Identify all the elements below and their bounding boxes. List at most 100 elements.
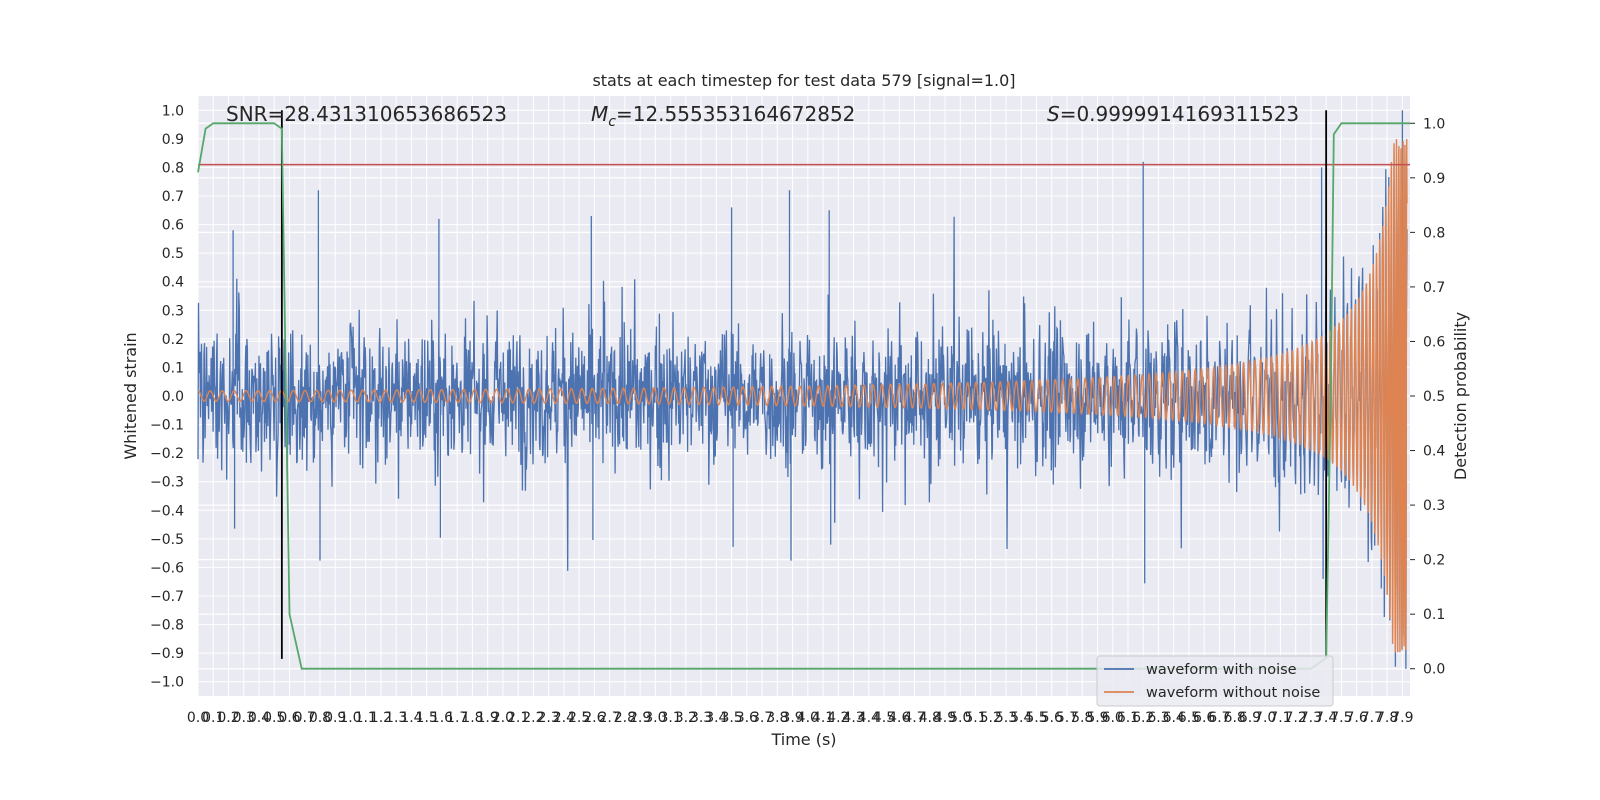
chirp-mass-value: =12.555353164672852	[616, 102, 855, 126]
x-tick-label: 1.8	[461, 710, 483, 726]
x-tick-label: 7.5	[1330, 710, 1352, 726]
x-tick-label: 6.1	[1117, 710, 1139, 726]
x-tick-label: 3.1	[659, 710, 681, 726]
y-left-tick-label: 0.6	[162, 218, 184, 234]
score-symbol: S	[1047, 102, 1060, 126]
x-tick-label: 0.1	[202, 710, 224, 726]
x-tick-label: 3.8	[766, 710, 788, 726]
x-tick-label: 1.1	[355, 710, 377, 726]
x-tick-label: 5.4	[1010, 710, 1032, 726]
legend-box	[1096, 655, 1334, 707]
x-tick-label: 0.3	[233, 710, 255, 726]
x-tick-label: 4.4	[858, 710, 880, 726]
y-right-tick-label: 0.8	[1423, 225, 1445, 241]
legend-label-clean: waveform without noise	[1146, 685, 1320, 701]
x-tick-label: 2.9	[629, 710, 651, 726]
x-tick-label: 3.9	[781, 710, 803, 726]
x-axis-label: Time (s)	[770, 730, 836, 749]
x-tick-label: 7.8	[1376, 710, 1398, 726]
clean-waveform-line	[198, 138, 1408, 653]
y-left-tick-label: −0.5	[150, 532, 184, 548]
y-right-tick-label: 0.4	[1423, 444, 1445, 460]
x-tick-label: 0.9	[324, 710, 346, 726]
x-tick-label: 7.1	[1269, 710, 1291, 726]
x-tick-label: 6.8	[1224, 710, 1246, 726]
x-tick-label: 6.0	[1102, 710, 1124, 726]
x-tick-label: 3.2	[675, 710, 697, 726]
x-tick-label: 1.3	[385, 710, 407, 726]
x-tick-label: 4.9	[934, 710, 956, 726]
x-tick-label: 2.3	[538, 710, 560, 726]
y-left-tick-label: 0.9	[162, 132, 184, 148]
y-left-tick-label: 0.5	[162, 246, 184, 262]
x-tick-label: 3.6	[736, 710, 758, 726]
y-left-tick-label: −0.1	[150, 418, 184, 434]
x-tick-label: 7.6	[1346, 710, 1368, 726]
y-right-tick-label: 0.7	[1423, 280, 1445, 296]
x-tick-label: 5.6	[1041, 710, 1063, 726]
series-waveform-without-noise	[198, 138, 1408, 653]
series-waveform-with-noise	[197, 110, 1408, 669]
y-left-tick-label: 0.1	[162, 360, 184, 376]
reference-lines	[198, 110, 1410, 659]
y-axis-label-left: Whitened strain	[121, 332, 140, 459]
x-tick-label: 5.9	[1086, 710, 1108, 726]
x-tick-label: 1.7	[446, 710, 468, 726]
y-axis-label-right: Detection probability	[1451, 312, 1470, 480]
x-tick-label: 0.8	[309, 710, 331, 726]
y-right-tick-label: 0.6	[1423, 334, 1445, 350]
series-detection-probability	[197, 122, 1410, 670]
y-left-tick-label: −0.8	[150, 618, 184, 634]
x-tick-label: 3.3	[690, 710, 712, 726]
y-left-tick-label: −0.9	[150, 646, 184, 662]
x-tick-label: 2.5	[568, 710, 590, 726]
x-tick-label: 0.7	[294, 710, 316, 726]
x-tick-label: 4.1	[812, 710, 834, 726]
x-tick-label: 1.2	[370, 710, 392, 726]
x-tick-label: 4.2	[827, 710, 849, 726]
x-tick-label: 4.3	[842, 710, 864, 726]
y-left-tick-label: −0.2	[150, 446, 184, 462]
noisy-waveform-line	[197, 110, 1408, 669]
x-tick-label: 3.0	[644, 710, 666, 726]
x-tick-label: 3.7	[751, 710, 773, 726]
x-tick-label: 5.7	[1056, 710, 1078, 726]
chart-title: stats at each timestep for test data 579…	[592, 71, 1015, 90]
x-tick-label: 2.4	[553, 710, 575, 726]
chirp-mass-symbol: M	[591, 102, 608, 126]
x-tick-label: 1.6	[431, 710, 453, 726]
y-left-tick-label: 0.7	[162, 189, 184, 205]
y-right-tick-labels: 0.0 0.1 0.2 0.3 0.4 0.5 0.6 0.7 0.8 0.9 1.0	[1410, 116, 1445, 678]
probability-line	[197, 122, 1410, 670]
x-tick-label: 6.2	[1132, 710, 1154, 726]
y-left-tick-labels: −1.0 −0.9 −0.8 −0.7 −0.6 −0.5 −0.4 −0.3 −0.2 −0.1…	[150, 103, 184, 690]
y-left-tick-label: −0.7	[150, 589, 184, 605]
y-left-tick-label: −1.0	[150, 675, 184, 691]
x-tick-label: 4.5	[873, 710, 895, 726]
score-value: =0.9999914169311523	[1060, 102, 1299, 126]
x-tick-label: 2.0	[492, 710, 514, 726]
x-tick-label: 6.7	[1208, 710, 1230, 726]
x-tick-label: 2.8	[614, 710, 636, 726]
y-left-tick-label: 0.4	[162, 275, 184, 291]
y-right-tick-label: 0.0	[1423, 662, 1445, 678]
x-tick-label: 7.2	[1285, 710, 1307, 726]
x-tick-label: 7.3	[1300, 710, 1322, 726]
x-tick-label: 4.8	[919, 710, 941, 726]
y-right-tick-label: 0.5	[1423, 389, 1445, 405]
x-tick-label: 0.4	[248, 710, 270, 726]
chirp-mass-subscript: c	[608, 114, 616, 130]
x-tick-label: 2.6	[583, 710, 605, 726]
chirp-mass-annotation: Mc=12.555353164672852	[591, 102, 855, 130]
x-tick-label: 7.0	[1254, 710, 1276, 726]
x-tick-label: 6.4	[1163, 710, 1185, 726]
y-right-tick-label: 0.2	[1423, 553, 1445, 569]
x-tick-label: 6.3	[1147, 710, 1169, 726]
y-left-tick-label: 0.3	[162, 303, 184, 319]
x-tick-label: 5.0	[949, 710, 971, 726]
x-tick-label: 5.8	[1071, 710, 1093, 726]
legend-label-noise: waveform with noise	[1146, 662, 1297, 678]
x-tick-label: 2.7	[598, 710, 620, 726]
x-tick-label: 7.9	[1391, 710, 1413, 726]
x-tick-label: 1.0	[339, 710, 361, 726]
